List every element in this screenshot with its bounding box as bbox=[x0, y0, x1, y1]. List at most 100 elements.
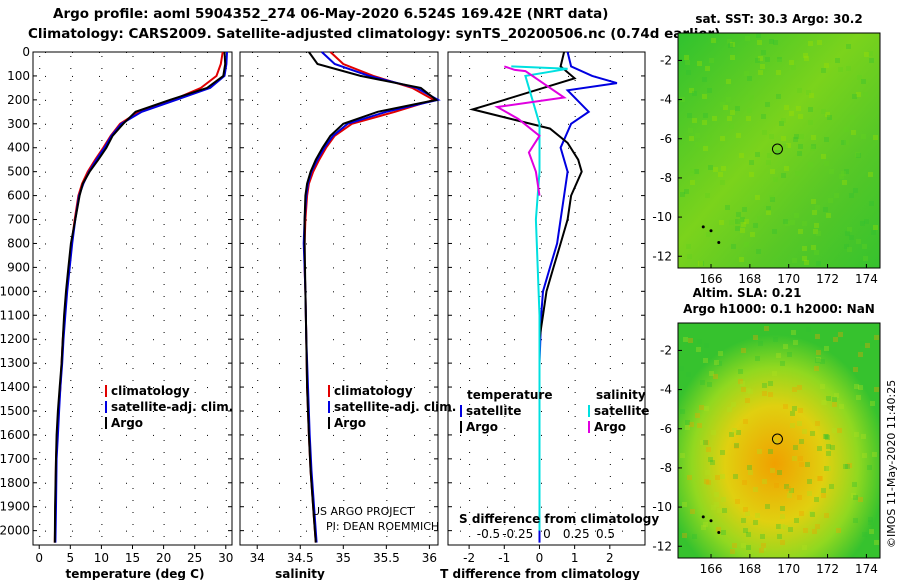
map-pixel bbox=[826, 396, 831, 401]
grid-dot bbox=[504, 416, 506, 417]
grid-dot bbox=[469, 416, 471, 417]
grid-dot bbox=[252, 171, 253, 173]
grid-dot bbox=[163, 308, 165, 309]
grid-dot bbox=[487, 75, 488, 77]
grid-dot bbox=[153, 75, 154, 77]
grid-dot bbox=[541, 506, 542, 508]
grid-dot bbox=[306, 434, 307, 436]
grid-dot bbox=[609, 104, 611, 105]
map-pixel bbox=[802, 545, 807, 550]
grid-dot bbox=[70, 344, 72, 345]
grid-dot bbox=[469, 368, 471, 369]
map-pixel bbox=[773, 337, 778, 342]
grid-dot bbox=[101, 200, 103, 201]
grid-dot bbox=[504, 80, 506, 81]
grid-dot bbox=[609, 368, 611, 369]
grid-dot bbox=[306, 530, 307, 532]
grid-dot bbox=[343, 212, 345, 213]
grid-dot bbox=[225, 488, 227, 489]
grid-dot bbox=[70, 476, 72, 477]
map-title-sla: Altim. SLA: 0.21 bbox=[693, 286, 802, 300]
grid-dot bbox=[39, 488, 41, 489]
grid-dot bbox=[333, 410, 334, 412]
grid-dot bbox=[163, 248, 165, 249]
grid-dot bbox=[487, 339, 488, 341]
map-pixel bbox=[690, 168, 695, 173]
map-pixel bbox=[854, 432, 859, 437]
map-pixel bbox=[797, 385, 802, 390]
map-x-tick-label: 166 bbox=[700, 562, 723, 576]
grid-dot bbox=[306, 52, 307, 53]
grid-dot bbox=[333, 195, 334, 197]
map-pixel bbox=[716, 527, 721, 532]
map-pixel bbox=[684, 189, 689, 194]
grid-dot bbox=[99, 506, 100, 508]
grid-dot bbox=[360, 243, 361, 245]
panel-difference: -2 -1 0 1 2T difference from climatology bbox=[440, 51, 646, 580]
grid-dot bbox=[132, 128, 134, 129]
grid-dot bbox=[504, 500, 506, 501]
grid-dot bbox=[252, 291, 253, 293]
grid-dot bbox=[70, 56, 72, 57]
grid-dot bbox=[609, 92, 611, 93]
grid-dot bbox=[194, 440, 196, 441]
map-pixel bbox=[704, 440, 709, 445]
grid-dot bbox=[574, 344, 576, 345]
grid-dot bbox=[132, 536, 134, 537]
grid-dot bbox=[568, 75, 569, 77]
map-pixel bbox=[810, 512, 815, 517]
grid-dot bbox=[574, 440, 576, 441]
grid-dot bbox=[504, 404, 506, 405]
grid-dot bbox=[487, 195, 488, 197]
grid-dot bbox=[153, 291, 154, 293]
grid-dot bbox=[386, 368, 388, 369]
grid-dot bbox=[609, 488, 611, 489]
grid-dot bbox=[609, 428, 611, 429]
map-pixel bbox=[847, 227, 852, 232]
grid-dot bbox=[225, 308, 227, 309]
legend-label: Argo bbox=[466, 420, 498, 434]
map-pixel bbox=[709, 58, 714, 63]
grid-dot bbox=[194, 272, 196, 273]
map-pixel bbox=[684, 55, 689, 60]
grid-dot bbox=[194, 260, 196, 261]
grid-dot bbox=[225, 224, 227, 225]
map-pixel bbox=[792, 258, 797, 263]
grid-dot bbox=[257, 452, 259, 453]
grid-dot bbox=[153, 171, 154, 173]
grid-dot bbox=[252, 219, 253, 221]
grid-dot bbox=[360, 123, 361, 125]
grid-dot bbox=[101, 272, 103, 273]
grid-dot bbox=[429, 164, 431, 165]
grid-dot bbox=[595, 387, 596, 389]
map-pixel bbox=[750, 232, 755, 237]
grid-dot bbox=[595, 434, 596, 436]
grid-dot bbox=[306, 123, 307, 125]
map-pixel bbox=[740, 381, 745, 386]
grid-dot bbox=[225, 392, 227, 393]
grid-dot bbox=[622, 195, 623, 197]
map-pixel bbox=[749, 172, 754, 177]
grid-dot bbox=[386, 248, 388, 249]
map-pixel bbox=[721, 166, 726, 171]
grid-dot bbox=[574, 152, 576, 153]
grid-dot bbox=[429, 392, 431, 393]
side-label: ©IMOS 11-May-2020 11:40:25 bbox=[885, 379, 898, 548]
grid-dot bbox=[132, 236, 134, 237]
grid-dot bbox=[574, 428, 576, 429]
grid-dot bbox=[541, 147, 542, 149]
grid-dot bbox=[252, 123, 253, 125]
map-pixel bbox=[706, 447, 711, 452]
map-pixel bbox=[781, 173, 786, 178]
grid-dot bbox=[343, 116, 345, 117]
grid-dot bbox=[414, 506, 415, 508]
map-pixel bbox=[727, 407, 732, 412]
grid-dot bbox=[300, 152, 302, 153]
grid-dot bbox=[504, 392, 506, 393]
map-pixel bbox=[700, 380, 705, 385]
map-pixel bbox=[743, 419, 748, 424]
grid-dot bbox=[132, 488, 134, 489]
grid-dot bbox=[39, 80, 41, 81]
map-pixel bbox=[847, 463, 852, 468]
map-pixel bbox=[825, 435, 830, 440]
